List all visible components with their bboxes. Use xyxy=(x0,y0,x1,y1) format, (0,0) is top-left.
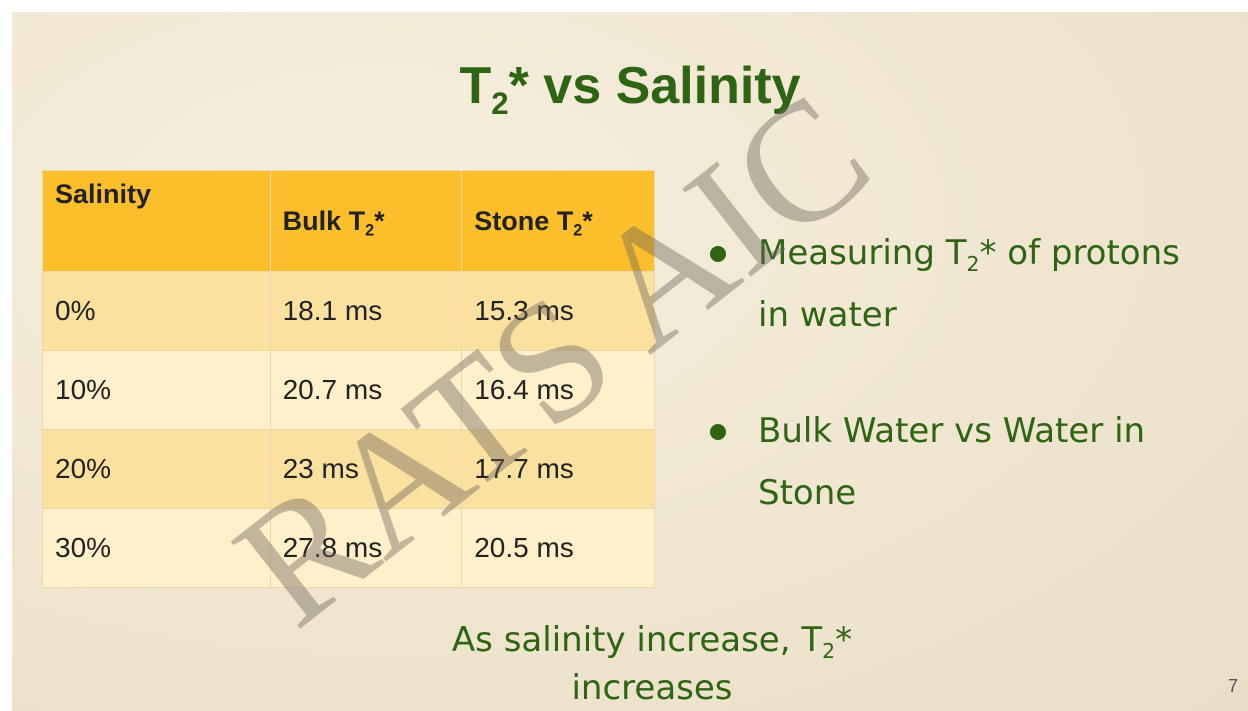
header-subscript: 2 xyxy=(365,221,375,240)
table-cell: 0% xyxy=(42,271,271,351)
table-cell: 20.7 ms xyxy=(269,350,463,430)
slide: T2* vs Salinity Salinity Bulk T2* Stone … xyxy=(12,12,1248,711)
header-text: Bulk T xyxy=(282,205,366,236)
table-cell: 20% xyxy=(42,429,271,509)
slide-title: T2* vs Salinity xyxy=(12,56,1248,119)
header-cell: Bulk T2* xyxy=(269,170,463,272)
bullet-item: Measuring T2* of protons in water xyxy=(710,222,1198,346)
data-table: Salinity Bulk T2* Stone T2* 0% 18.1 ms 15.… xyxy=(42,170,655,588)
bullet-text: * of protons in water xyxy=(758,233,1180,335)
conclusion-text: * increases xyxy=(571,620,853,708)
header-cell: Stone T2* xyxy=(461,170,655,272)
header-text: Stone T xyxy=(474,205,574,236)
header-text: * xyxy=(374,205,385,236)
table-row: 30% 27.8 ms 20.5 ms xyxy=(42,508,655,588)
conclusion-text: As salinity increase, T xyxy=(451,620,823,660)
table-row: 10% 20.7 ms 16.4 ms xyxy=(42,350,655,430)
title-subscript: 2 xyxy=(491,85,509,121)
bullet-text: Bulk Water vs Water in Stone xyxy=(758,411,1146,513)
bullet-item: Bulk Water vs Water in Stone xyxy=(710,400,1198,524)
bullet-dot xyxy=(710,246,726,262)
table-cell: 23 ms xyxy=(269,429,463,509)
conclusion: As salinity increase, T2* increases xyxy=(392,616,912,711)
table-cell: 20.5 ms xyxy=(461,508,655,588)
header-cell: Salinity xyxy=(42,170,271,272)
table-cell: 30% xyxy=(42,508,271,588)
title-text: T xyxy=(459,57,492,115)
table-row: 0% 18.1 ms 15.3 ms xyxy=(42,271,655,351)
table-cell: 18.1 ms xyxy=(269,271,463,351)
header-subscript: 2 xyxy=(573,221,583,240)
title-text: * vs Salinity xyxy=(508,57,801,115)
table-cell: 17.7 ms xyxy=(461,429,655,509)
table-cell: 27.8 ms xyxy=(269,508,463,588)
header-text: * xyxy=(582,205,593,236)
header-text: Salinity xyxy=(55,179,152,209)
bullet-dot xyxy=(710,424,726,440)
table-cell: 16.4 ms xyxy=(461,350,655,430)
table-cell: 10% xyxy=(42,350,271,430)
table-row: 20% 23 ms 17.7 ms xyxy=(42,429,655,509)
header-row: Salinity Bulk T2* Stone T2* xyxy=(42,170,655,272)
table-cell: 15.3 ms xyxy=(461,271,655,351)
bullet-subscript: 2 xyxy=(966,252,980,277)
bullet-text: Measuring T xyxy=(758,233,967,273)
page-number: 7 xyxy=(1228,676,1239,696)
conclusion-subscript: 2 xyxy=(822,639,836,664)
